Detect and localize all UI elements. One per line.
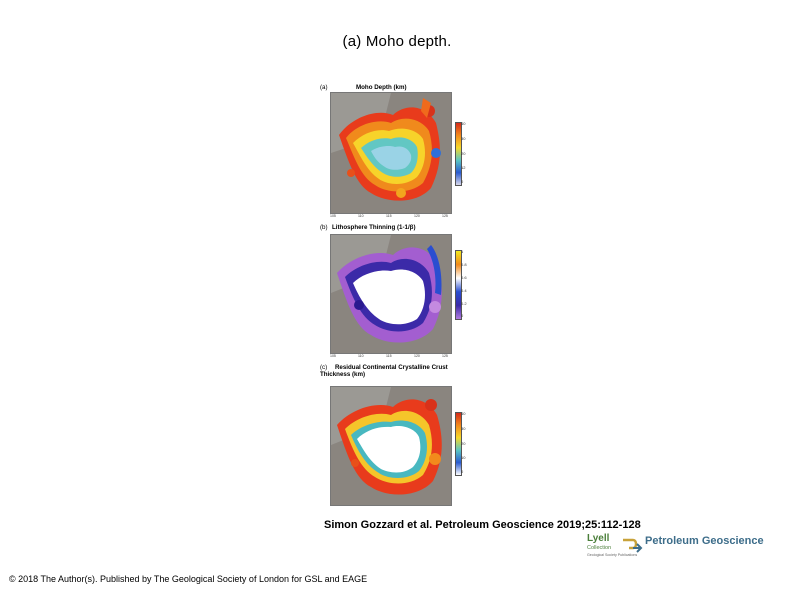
cb-tick: 0 xyxy=(461,313,464,318)
citation: Simon Gozzard et al. Petroleum Geoscienc… xyxy=(324,519,641,531)
cb-tick: 20 xyxy=(461,441,466,446)
panel-c-colorbar xyxy=(455,412,462,476)
lyell-logo-sub: Collection xyxy=(587,545,612,551)
panel-a-letter: (a) xyxy=(320,84,328,91)
figure: (a) Moho Depth (km) xyxy=(318,80,467,510)
cb-tick: 40 xyxy=(461,411,466,416)
residual-crust-map xyxy=(330,386,452,506)
panel-c-letter: (c) xyxy=(320,364,328,371)
panel-b-letter: (b) xyxy=(320,224,328,231)
publisher-logos: Lyell Collection Geological Society Publ… xyxy=(585,530,764,564)
lon-tick: 110 xyxy=(358,214,364,218)
panel-b-label: (b) Lithosphere Thinning (1-1/β) xyxy=(320,224,416,231)
lyell-logo-text: Lyell xyxy=(587,533,610,544)
cb-tick: 30 xyxy=(461,136,466,141)
lon-tick: 105 xyxy=(330,354,336,358)
panel-lithosphere-thinning: (b) Lithosphere Thinning (1-1/β) 1 0.8 0… xyxy=(318,222,467,362)
moho-depth-map xyxy=(330,92,452,214)
lon-tick: 110 xyxy=(358,354,364,358)
panel-b-title: Lithosphere Thinning (1-1/β) xyxy=(332,224,416,231)
panel-residual-crust: (c) Residual Continental Crystalline Cru… xyxy=(318,364,466,510)
cb-tick: 0.8 xyxy=(461,262,467,267)
cb-tick: 10 xyxy=(461,455,466,460)
panel-c-title: Residual Continental Crystalline Crust T… xyxy=(320,364,448,378)
cb-tick: 30 xyxy=(461,426,466,431)
lon-tick: 105 xyxy=(330,214,336,218)
lon-tick: 115 xyxy=(386,214,392,218)
panel-c-label: (c) Residual Continental Crystalline Cru… xyxy=(320,364,460,378)
cb-tick: 1 xyxy=(461,249,464,254)
panel-a-colorbar xyxy=(455,122,462,186)
cb-tick: 20 xyxy=(461,151,466,156)
lyell-arrow-icon xyxy=(623,538,643,553)
lon-tick: 125 xyxy=(442,354,448,358)
lon-tick: 120 xyxy=(414,354,420,358)
panel-a-label: (a) Moho Depth (km) xyxy=(320,84,407,91)
lithosphere-thinning-map xyxy=(330,234,452,354)
cb-tick: 0.6 xyxy=(461,275,467,280)
cb-tick: 0 xyxy=(461,179,464,184)
panel-moho-depth: (a) Moho Depth (km) xyxy=(318,80,466,220)
cb-tick: 0.2 xyxy=(461,301,467,306)
petroleum-geoscience-logo-text: Petroleum Geoscience xyxy=(645,535,764,547)
lon-tick: 125 xyxy=(442,214,448,218)
cb-tick: 12 xyxy=(461,165,466,170)
panel-a-title: Moho Depth (km) xyxy=(356,84,407,91)
cb-tick: 0.4 xyxy=(461,288,467,293)
lon-tick: 115 xyxy=(386,354,392,358)
cb-tick: 40 xyxy=(461,121,466,126)
copyright-notice: © 2018 The Author(s). Published by The G… xyxy=(9,574,368,584)
slide-title: (a) Moho depth. xyxy=(342,33,452,50)
lyell-logo-tagline: Geological Society Publications xyxy=(587,553,638,557)
cb-tick: 0 xyxy=(461,469,464,474)
lon-tick: 120 xyxy=(414,214,420,218)
panel-b-colorbar xyxy=(455,250,462,320)
